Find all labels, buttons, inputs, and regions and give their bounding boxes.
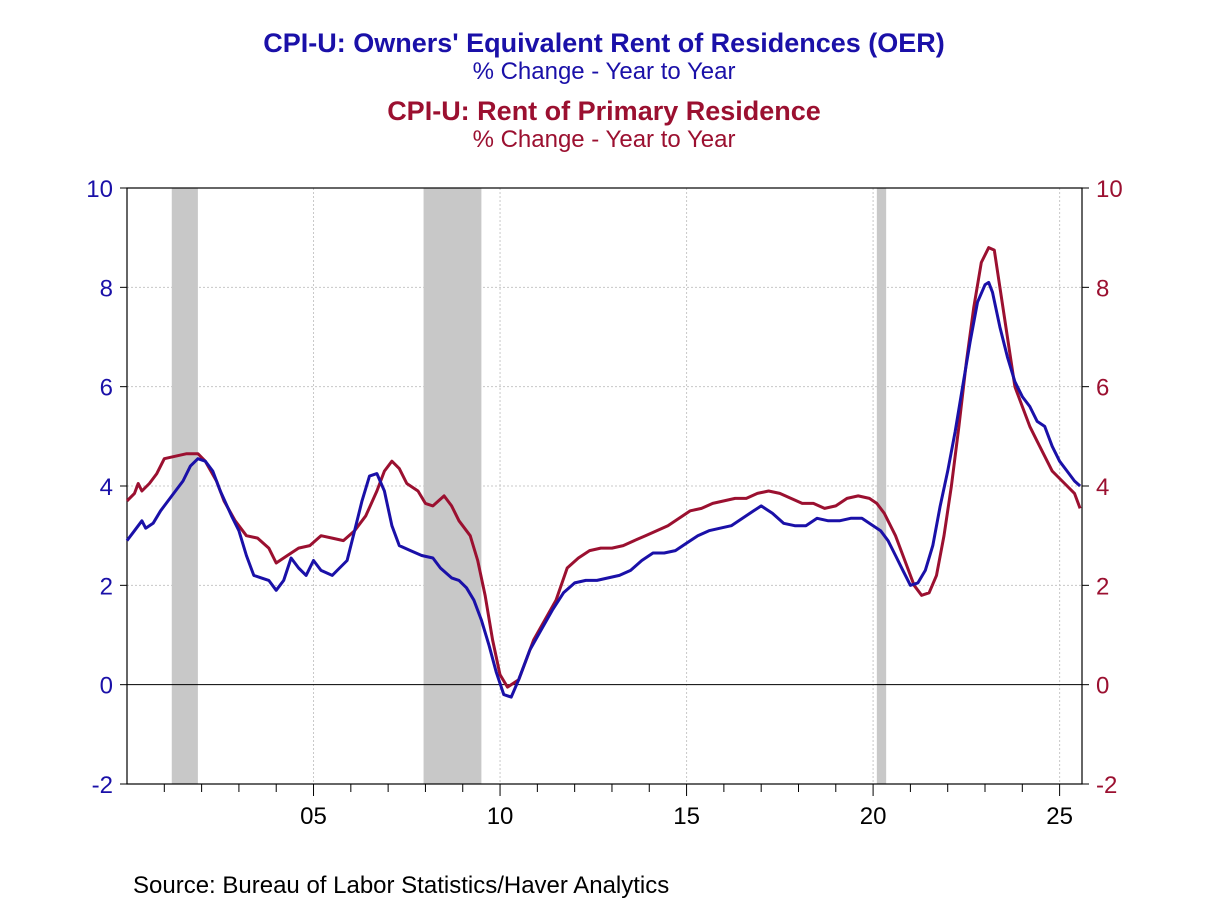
y-tick-label-left: 4 bbox=[100, 474, 113, 501]
y-tick-label-right: 6 bbox=[1096, 375, 1109, 402]
chart-titles: CPI-U: Owners' Equivalent Rent of Reside… bbox=[0, 28, 1208, 153]
x-tick-label: 20 bbox=[860, 803, 887, 830]
recession-band bbox=[876, 188, 887, 784]
source-note: Source: Bureau of Labor Statistics/Haver… bbox=[133, 872, 670, 899]
x-tick-label: 05 bbox=[300, 803, 327, 830]
oer-subtitle: % Change - Year to Year bbox=[472, 58, 736, 85]
y-tick-label-left: -2 bbox=[92, 772, 113, 799]
y-tick-label-right: 8 bbox=[1096, 275, 1109, 302]
y-tick-label-left: 6 bbox=[100, 375, 113, 402]
y-tick-label-right: -2 bbox=[1096, 772, 1117, 799]
rent-subtitle: % Change - Year to Year bbox=[472, 126, 736, 153]
oer-title: CPI-U: Owners' Equivalent Rent of Reside… bbox=[263, 28, 945, 58]
x-tick-label: 10 bbox=[487, 803, 514, 830]
y-tick-label-left: 2 bbox=[100, 573, 113, 600]
y-tick-label-right: 4 bbox=[1096, 474, 1109, 501]
rent-title: CPI-U: Rent of Primary Residence bbox=[387, 96, 821, 126]
y-tick-label-right: 0 bbox=[1096, 673, 1109, 700]
y-tick-label-right: 10 bbox=[1096, 176, 1123, 203]
x-tick-label: 25 bbox=[1046, 803, 1073, 830]
rent-series-line bbox=[125, 246, 1082, 689]
oer-series-line bbox=[125, 280, 1082, 699]
y-tick-label-right: 2 bbox=[1096, 573, 1109, 600]
y-tick-label-left: 10 bbox=[86, 176, 113, 203]
y-tick-label-left: 8 bbox=[100, 275, 113, 302]
x-tick-label: 15 bbox=[673, 803, 700, 830]
y-tick-label-left: 0 bbox=[100, 673, 113, 700]
